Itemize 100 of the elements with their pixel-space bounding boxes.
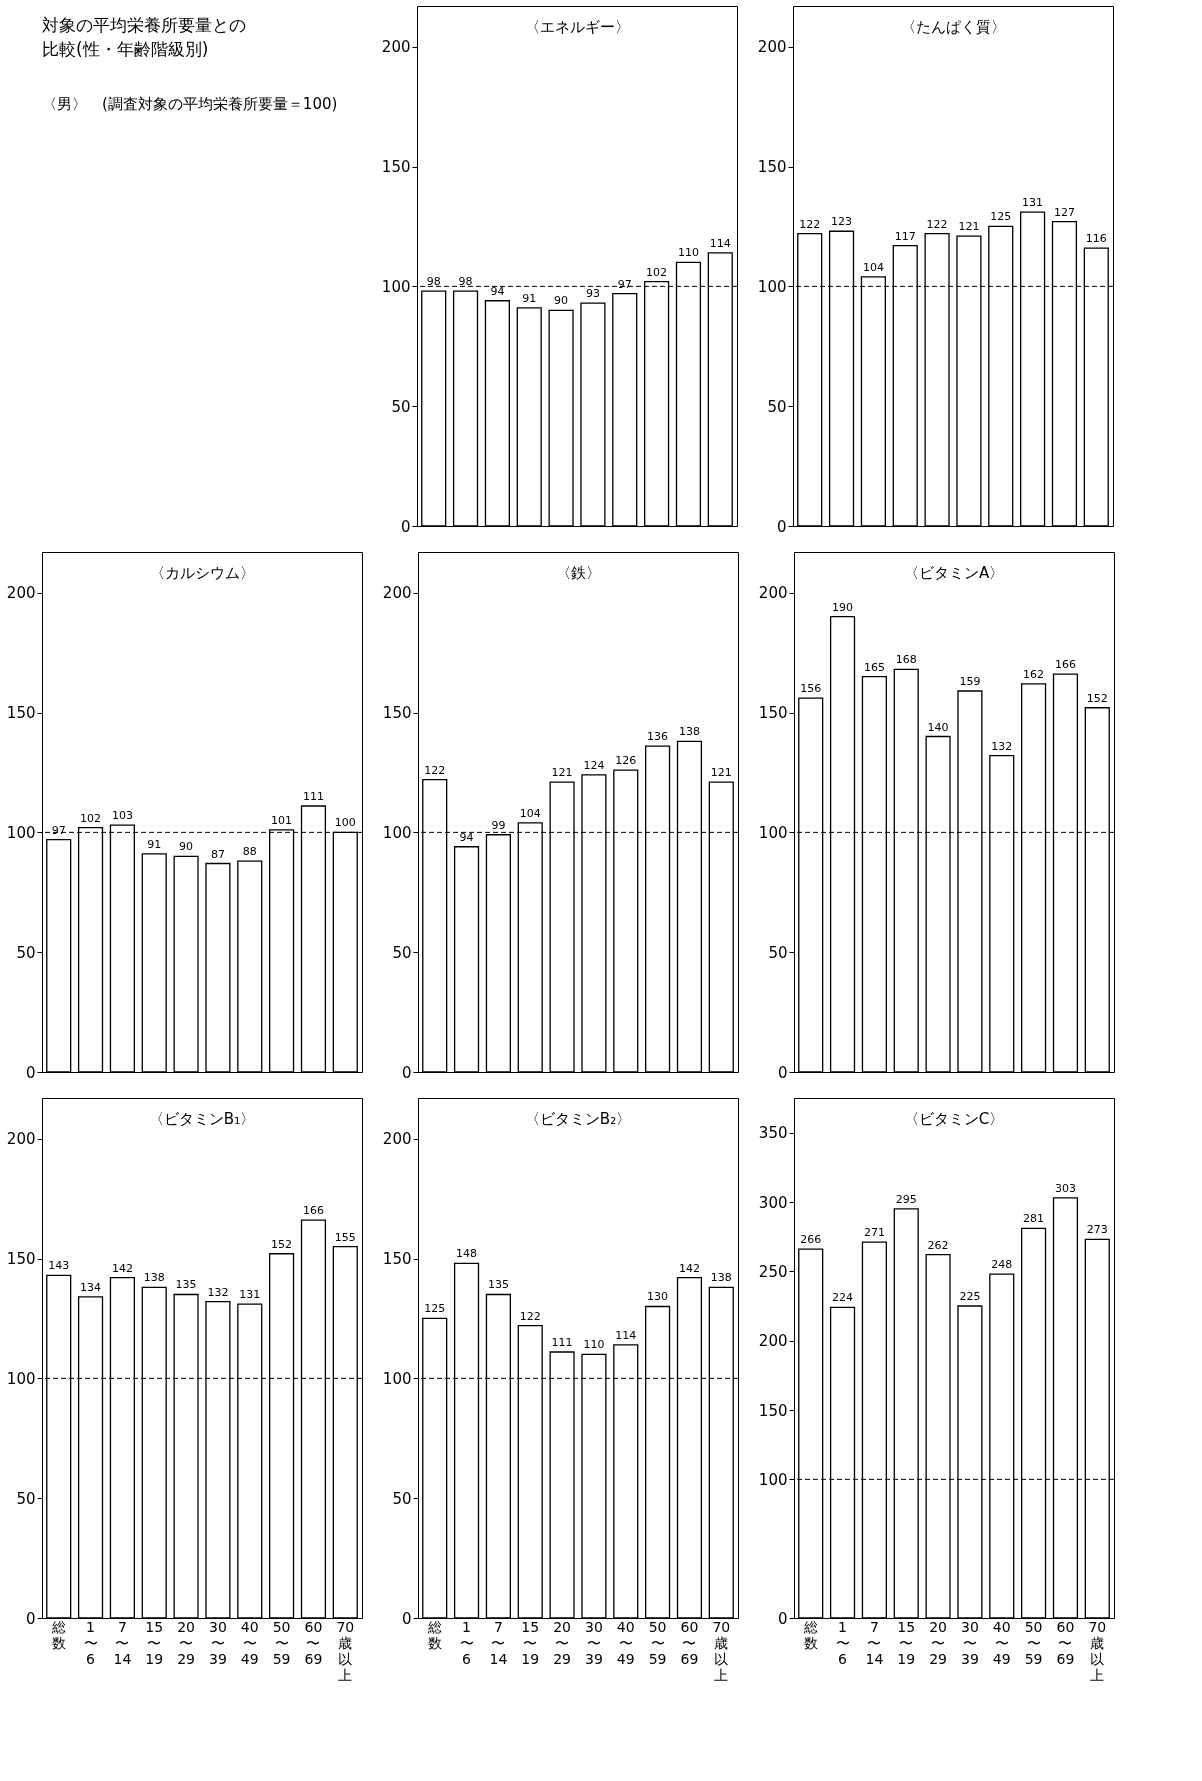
y-tick-label: 200 (757, 38, 787, 57)
data-label: 156 (800, 682, 822, 696)
data-label: 110 (583, 1338, 605, 1352)
data-label: 135 (175, 1278, 197, 1292)
data-label: 94 (459, 830, 474, 844)
data-label: 148 (456, 1247, 478, 1261)
data-label: 248 (991, 1258, 1013, 1272)
x-tick-label: 7〜14 (865, 1618, 884, 1667)
data-label: 225 (959, 1290, 981, 1303)
text: 〈カルシウム〉 (149, 564, 255, 582)
data-label: 132 (207, 1285, 229, 1299)
data-label: 93 (585, 287, 600, 301)
y-tick-label: 150 (758, 704, 788, 723)
data-label: 99 (491, 818, 506, 832)
data-label: 100 (334, 816, 356, 830)
data-label: 303 (1054, 1181, 1076, 1195)
y-tick-label: 200 (6, 584, 36, 603)
data-label: 122 (519, 1309, 541, 1323)
data-label: 125 (424, 1302, 446, 1316)
data-label: 155 (334, 1230, 356, 1244)
x-tick-label: 15〜19 (897, 1618, 916, 1667)
data-label: 122 (926, 217, 948, 231)
y-tick-label: 50 (16, 943, 36, 962)
y-tick-label: 150 (382, 704, 412, 723)
y-tick-label: 200 (382, 1130, 412, 1149)
data-label: 121 (710, 766, 732, 780)
y-tick-label: 50 (767, 397, 787, 416)
y-tick-label: 0 (776, 517, 787, 536)
y-tick-label: 150 (382, 1250, 412, 1269)
y-tick-label: 50 (768, 943, 788, 962)
data-label: 143 (48, 1259, 70, 1273)
data-label: 142 (678, 1261, 700, 1275)
y-tick-label: 100 (757, 277, 787, 296)
data-label: 132 (991, 739, 1013, 753)
y-tick-label: 100 (6, 1369, 36, 1388)
data-label: 87 (210, 847, 225, 861)
data-label: 124 (583, 758, 605, 772)
data-label: 166 (1054, 658, 1076, 672)
y-tick-label: 0 (401, 1609, 412, 1628)
x-tick-label: 1〜6 (83, 1618, 98, 1667)
data-label: 111 (551, 1336, 573, 1350)
data-label: 125 (990, 210, 1012, 224)
data-label: 165 (863, 660, 885, 674)
data-label: 266 (800, 1233, 822, 1247)
x-tick-label: 1〜6 (459, 1618, 474, 1667)
data-label: 131 (239, 1288, 261, 1302)
data-label: 142 (111, 1261, 133, 1275)
y-tick-label: 50 (392, 943, 412, 962)
data-label: 91 (522, 291, 537, 305)
data-label: 224 (832, 1291, 854, 1305)
x-tick-label: 70歳以上 (1088, 1618, 1107, 1683)
data-label: 121 (958, 220, 980, 234)
data-label: 116 (1085, 232, 1107, 246)
x-tick-label: 50〜59 (1024, 1618, 1043, 1667)
x-tick-label: 30〜39 (209, 1618, 227, 1667)
data-label: 123 (831, 215, 853, 229)
data-label: 166 (302, 1204, 324, 1218)
text: 〈たんぱく質〉 (900, 18, 1006, 36)
x-tick-label: 70歳以上 (336, 1618, 355, 1683)
y-tick-label: 100 (382, 823, 412, 842)
y-tick-label: 250 (758, 1262, 788, 1281)
x-tick-label: 60〜69 (304, 1618, 323, 1667)
y-tick-label: 100 (382, 1369, 412, 1388)
y-tick-label: 50 (392, 1489, 412, 1508)
x-tick-label: 50〜59 (648, 1618, 667, 1667)
y-tick-label: 200 (382, 584, 412, 603)
x-tick-label: 総数 (426, 1618, 442, 1651)
data-label: 117 (894, 229, 916, 243)
x-tick-label: 50〜59 (272, 1618, 291, 1667)
data-label: 135 (487, 1278, 509, 1292)
y-tick-label: 200 (381, 38, 411, 57)
y-tick-label: 200 (758, 584, 788, 603)
data-label: 162 (1023, 667, 1045, 681)
x-tick-label: 60〜69 (1056, 1618, 1075, 1667)
x-tick-label: 40〜49 (240, 1618, 259, 1667)
data-label: 104 (519, 806, 541, 820)
y-tick-label: 300 (758, 1193, 788, 1212)
y-tick-label: 0 (25, 1063, 36, 1082)
data-label: 140 (927, 720, 949, 734)
data-label: 122 (799, 217, 821, 231)
y-tick-label: 0 (777, 1609, 788, 1628)
y-tick-label: 100 (381, 277, 411, 296)
x-tick-label: 40〜49 (992, 1618, 1011, 1667)
data-label: 102 (80, 811, 102, 825)
data-label: 114 (709, 236, 731, 250)
y-tick-label: 100 (758, 823, 788, 842)
x-tick-label: 40〜49 (616, 1618, 635, 1667)
data-label: 136 (647, 730, 669, 744)
x-tick-label: 30〜39 (585, 1618, 603, 1667)
x-tick-label: 15〜19 (145, 1618, 164, 1667)
text: 対象の平均栄養所要量との比較(性・年齢階級別) (42, 15, 246, 59)
data-label: 262 (927, 1238, 949, 1252)
x-tick-label: 20〜29 (929, 1618, 947, 1667)
data-label: 281 (1023, 1212, 1045, 1226)
data-label: 152 (271, 1237, 293, 1251)
text: 〈男〉 (42, 95, 87, 113)
x-tick-label: 総数 (802, 1618, 818, 1651)
x-tick-label: 20〜29 (553, 1618, 571, 1667)
data-label: 111 (302, 790, 324, 804)
data-label: 104 (862, 260, 884, 274)
